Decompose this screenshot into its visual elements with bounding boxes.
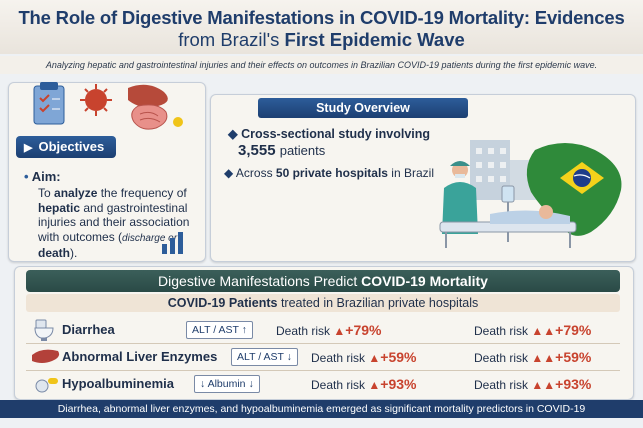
row-divider (26, 343, 620, 344)
manifestations-heading: Digestive Manifestations Predict COVID-1… (26, 270, 620, 292)
patient-count: 3,555 patients (238, 142, 326, 159)
manifestation-name: Abnormal Liver Enzymes (62, 349, 218, 364)
double-arrow-up-icon: ▲▲ (531, 324, 556, 338)
objectives-illustration (33, 82, 183, 130)
manifestation-row-diarrhea: Diarrhea ALT / AST ↑ Death risk ▲+79% De… (26, 319, 620, 342)
death-risk-primary: Death risk ▲+79% (276, 322, 382, 338)
liver-icon (32, 349, 60, 363)
lab-marker-badge: ALT / AST ↑ (186, 321, 253, 339)
objectives-heading: ▶ Objectives (16, 136, 116, 158)
manifestation-row-hypoalbuminemia: Hypoalbuminemia ↓ Albumin ↓ Death risk ▲… (26, 374, 620, 396)
subtitle: Analyzing hepatic and gastrointestinal i… (0, 56, 643, 74)
death-risk-secondary: Death risk ▲▲+93% (474, 376, 592, 392)
doctor-icon (442, 161, 478, 234)
lab-marker-badge: ALT / AST ↓ (231, 348, 298, 366)
arrow-up-icon: ▲ (368, 351, 381, 365)
conclusion-banner: Diarrhea, abnormal liver enzymes, and hy… (0, 400, 643, 418)
double-arrow-up-icon: ▲▲ (531, 351, 556, 365)
study-overview-heading: Study Overview (258, 98, 468, 118)
double-arrow-up-icon: ▲▲ (531, 378, 556, 392)
death-risk-secondary: Death risk ▲▲+59% (474, 349, 592, 365)
death-risk-primary: Death risk ▲+59% (311, 349, 417, 365)
title-bar (0, 0, 643, 54)
aim-label: • Aim: (24, 169, 61, 184)
title-line-2: from Brazil's First Epidemic Wave (178, 29, 465, 50)
hospital-scene-illustration (439, 140, 622, 248)
lab-marker-badge: ↓ Albumin ↓ (194, 375, 260, 393)
pill-icon (35, 378, 58, 393)
manifestation-row-liver: Abnormal Liver Enzymes ALT / AST ↓ Death… (26, 347, 620, 369)
chevron-right-icon: ▶ (24, 142, 33, 154)
hospitals-info: ◆ Across 50 private hospitals in Brazil (224, 166, 434, 180)
clipboard-icon (33, 82, 65, 125)
study-design: ◆ Cross-sectional study involving (228, 127, 431, 141)
digestive-system-icon (128, 84, 183, 130)
toilet-icon (34, 319, 54, 341)
title-line-1: The Role of Digestive Manifestations in … (18, 7, 625, 28)
aim-text: To analyze the frequency of hepatic and … (38, 186, 190, 260)
row-divider (26, 370, 620, 371)
manifestation-name: Diarrhea (62, 322, 115, 337)
virus-icon (80, 84, 112, 116)
death-risk-secondary: Death risk ▲▲+79% (474, 322, 592, 338)
patients-subheading: COVID-19 Patients treated in Brazilian p… (26, 294, 620, 312)
patient-bed-icon (439, 205, 577, 248)
arrow-up-icon: ▲ (368, 378, 381, 392)
arrow-up-icon: ▲ (333, 324, 346, 338)
bar-chart-icon (162, 232, 183, 254)
death-risk-primary: Death risk ▲+93% (311, 376, 417, 392)
manifestation-name: Hypoalbuminemia (62, 376, 174, 391)
